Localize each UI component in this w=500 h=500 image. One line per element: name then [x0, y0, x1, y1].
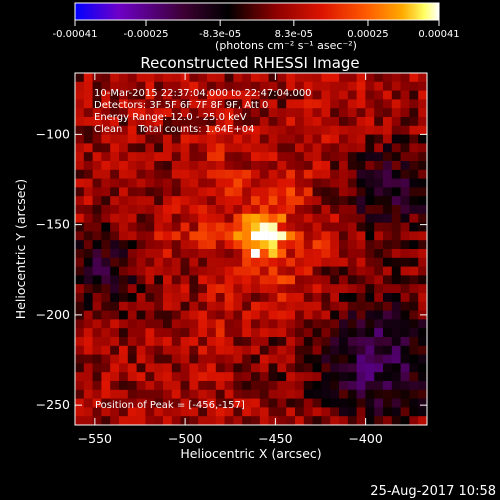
x-tick-label: −400 — [348, 431, 382, 446]
x-tick-label: −500 — [168, 431, 202, 446]
colorbar: -0.00041 -0.00025 -8.3e-05 8.3e-05 0.00025 0.… — [53, 2, 460, 52]
heatmap-image — [75, 73, 427, 425]
y-tick-label: −150 — [36, 217, 70, 232]
y-tick-label: −250 — [36, 397, 70, 412]
annotation-detectors: Detectors: 3F 5F 6F 7F 8F 9F, Att 0 — [94, 100, 268, 111]
colorbar-ticks: -0.00041 -0.00025 -8.3e-05 8.3e-05 0.00025 0.… — [53, 20, 460, 40]
colorbar-tick-label: -0.00025 — [124, 29, 169, 40]
chart-title: Reconstructed RHESSI Image — [140, 54, 359, 72]
colorbar-tick-label: 0.00025 — [347, 29, 388, 40]
colorbar-tick-label: -8.3e-05 — [199, 29, 241, 40]
x-tick-label: −550 — [78, 431, 112, 446]
y-tick-label: −100 — [36, 126, 70, 141]
colorbar-unit-label: (photons cm⁻² s⁻¹ asec⁻²) — [215, 39, 357, 52]
y-axis-label: Heliocentric Y (arcsec) — [13, 179, 28, 319]
colorbar-tick-label: 0.00041 — [418, 29, 459, 40]
x-axis-label: Heliocentric X (arcsec) — [180, 446, 321, 461]
colorbar-gradient — [74, 2, 440, 21]
x-tick-label: −450 — [258, 431, 292, 446]
x-axis-ticks: −550 −500 −450 −400 — [78, 73, 383, 446]
y-axis-ticks: −100 −150 −200 −250 — [36, 126, 427, 412]
annotation-clean-counts: Clean Total counts: 1.64E+04 — [94, 124, 254, 135]
annotation-block: 10-Mar-2015 22:37:04.000 to 22:47:04.000… — [94, 88, 312, 135]
peak-position-label: Position of Peak = [-456,-157] — [95, 400, 245, 411]
plot-frame — [74, 72, 428, 426]
annotation-energy-range: Energy Range: 12.0 - 25.0 keV — [94, 112, 247, 123]
colorbar-tick-label: 8.3e-05 — [275, 29, 313, 40]
annotation-time-range: 10-Mar-2015 22:37:04.000 to 22:47:04.000 — [94, 88, 312, 99]
y-tick-label: −200 — [36, 307, 70, 322]
footer-timestamp: 25-Aug-2017 10:58 — [370, 484, 496, 499]
colorbar-tick-label: -0.00041 — [53, 29, 98, 40]
